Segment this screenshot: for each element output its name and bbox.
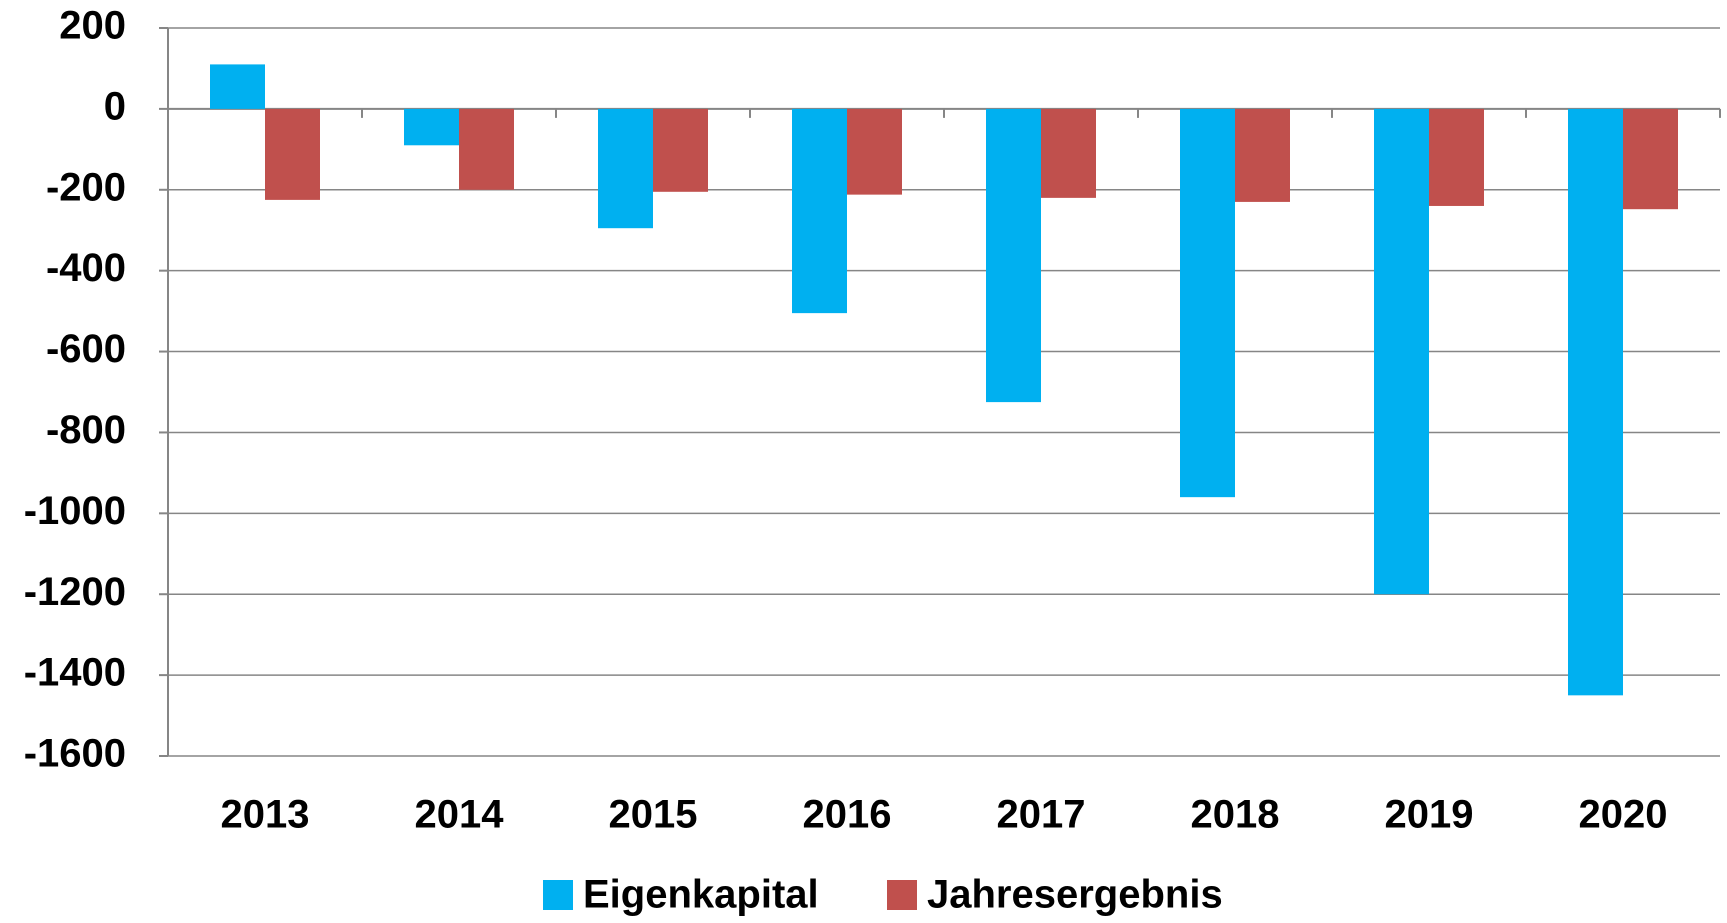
x-tick-label: 2013: [221, 793, 310, 837]
bar: [1429, 108, 1484, 206]
bar: [1041, 108, 1096, 198]
bar: [986, 108, 1041, 403]
bar: [265, 108, 320, 200]
x-tick-label: 2016: [803, 793, 892, 837]
y-tick-label: -800: [46, 408, 126, 452]
y-tick-label: -1600: [24, 732, 126, 776]
x-tick-label: 2017: [997, 793, 1086, 837]
bar: [210, 64, 265, 109]
bar: [1180, 108, 1235, 498]
bar: [653, 108, 708, 192]
legend-swatch: [887, 880, 917, 910]
x-tick-label: 2020: [1579, 793, 1668, 837]
x-tick-label: 2014: [415, 793, 505, 837]
legend-label: Jahresergebnis: [927, 873, 1223, 917]
bar: [1623, 108, 1678, 210]
y-tick-label: 0: [104, 84, 126, 128]
y-tick-label: 200: [59, 4, 126, 48]
bar: [598, 108, 653, 229]
legend-label: Eigenkapital: [583, 873, 819, 917]
bar: [1374, 108, 1429, 595]
bar: [1235, 108, 1290, 202]
y-tick-label: -1200: [24, 570, 126, 614]
legend-swatch: [543, 880, 573, 910]
x-tick-label: 2015: [609, 793, 698, 837]
x-tick-label: 2018: [1191, 793, 1280, 837]
y-tick-label: -400: [46, 246, 126, 290]
bar: [1568, 108, 1623, 696]
y-tick-label: -200: [46, 165, 126, 209]
bar: [459, 108, 514, 190]
y-tick-label: -1400: [24, 651, 126, 695]
bar: [404, 108, 459, 146]
y-tick-label: -1000: [24, 489, 126, 533]
y-tick-label: -600: [46, 327, 126, 371]
x-tick-label: 2019: [1385, 793, 1474, 837]
bar: [847, 108, 902, 195]
bar: [792, 108, 847, 314]
